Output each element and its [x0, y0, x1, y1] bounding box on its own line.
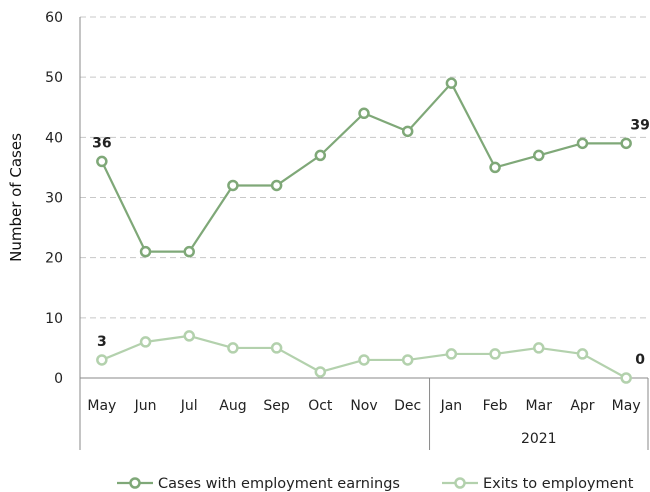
- legend-marker: [129, 477, 141, 489]
- legend-label: Cases with employment earnings: [158, 476, 400, 492]
- data-point: [139, 336, 152, 348]
- data-point: [96, 155, 108, 168]
- data-point: [489, 161, 501, 174]
- y-axis-title: Number of Cases: [7, 133, 25, 262]
- data-label: 36: [92, 135, 111, 151]
- data-point: [227, 342, 239, 354]
- y-tick-label: 50: [45, 70, 63, 86]
- data-point: [445, 77, 458, 89]
- x-tick-label: Aug: [219, 398, 246, 414]
- data-point: [270, 179, 283, 192]
- x-tick-label: May: [612, 398, 641, 414]
- x-tick-label: Oct: [308, 398, 333, 414]
- x-tick-label: Nov: [350, 398, 377, 414]
- data-label: 0: [635, 352, 645, 368]
- data-point: [227, 179, 239, 192]
- data-point: [445, 348, 458, 360]
- data-point: [183, 330, 195, 342]
- y-tick-label: 60: [45, 10, 63, 26]
- data-point: [183, 245, 195, 258]
- data-point: [270, 342, 283, 354]
- data-point: [358, 107, 370, 120]
- legend: Cases with employment earnings Exits to e…: [117, 476, 634, 492]
- x-tick-label: Jun: [134, 398, 157, 414]
- data-point: [314, 366, 327, 378]
- x-tick-label: Jan: [440, 398, 463, 414]
- data-point: [139, 245, 152, 258]
- data-point: [533, 342, 545, 354]
- y-tick-label: 20: [45, 251, 63, 267]
- data-point: [401, 354, 414, 366]
- data-point: [620, 372, 632, 384]
- y-tick-label: 30: [45, 191, 63, 207]
- gridlines: [80, 16, 648, 319]
- data-label: 39: [630, 117, 649, 133]
- legend-label: Exits to employment: [483, 476, 634, 492]
- y-tick-label: 0: [54, 371, 63, 387]
- data-point: [533, 149, 545, 162]
- data-point: [314, 149, 327, 162]
- x-tick-label: Feb: [483, 398, 508, 414]
- x-tick-label: Apr: [570, 398, 594, 414]
- data-point: [489, 348, 501, 360]
- data-point: [576, 137, 589, 150]
- x-tick-label: Mar: [526, 398, 553, 414]
- y-tick-label: 10: [45, 311, 63, 327]
- data-point: [358, 354, 370, 366]
- year-group-label: 2021: [521, 431, 557, 447]
- x-tick-label: Sep: [263, 398, 290, 414]
- legend-marker: [454, 477, 466, 489]
- x-tick-label: Dec: [394, 398, 421, 414]
- y-tick-label: 40: [45, 130, 63, 146]
- series-lines: [96, 77, 632, 384]
- data-point: [620, 137, 632, 150]
- x-tick-label: May: [87, 398, 116, 414]
- data-point: [576, 348, 589, 360]
- data-point: [401, 125, 414, 138]
- data-labels: 36 39 3 0: [92, 117, 650, 368]
- data-label: 3: [97, 334, 107, 350]
- data-point: [96, 354, 108, 366]
- x-tick-label: Jul: [180, 398, 198, 414]
